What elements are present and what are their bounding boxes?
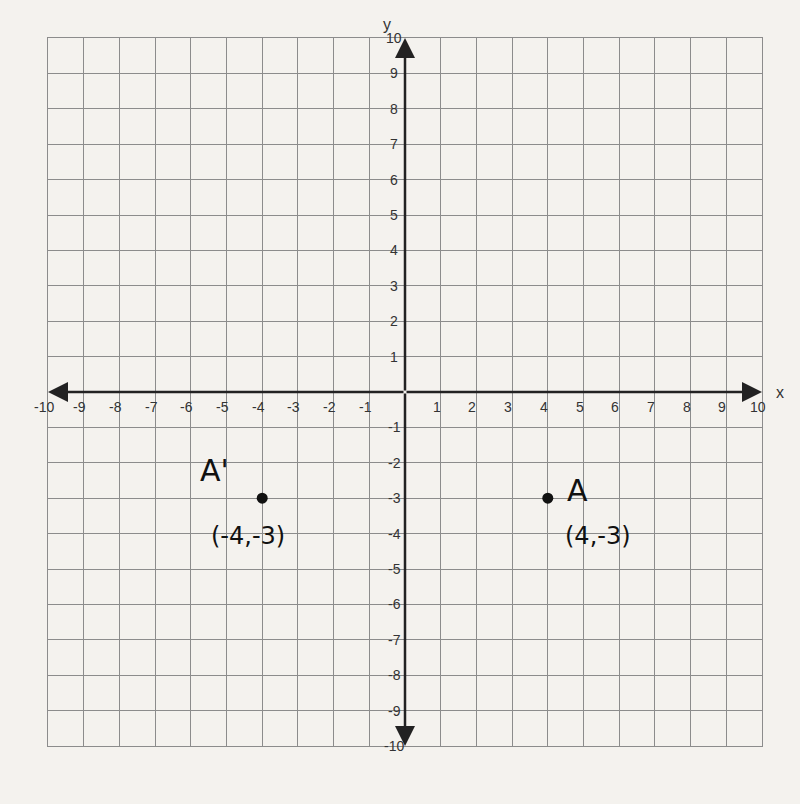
svg-text:-7: -7 xyxy=(145,399,158,415)
svg-text:7: 7 xyxy=(647,399,655,415)
svg-text:9: 9 xyxy=(390,65,398,81)
svg-text:-5: -5 xyxy=(388,561,401,577)
svg-text:4: 4 xyxy=(540,399,548,415)
svg-text:-6: -6 xyxy=(180,399,193,415)
svg-text:10: 10 xyxy=(750,399,766,415)
svg-text:y: y xyxy=(383,16,391,33)
svg-text:-9: -9 xyxy=(73,399,86,415)
svg-text:-10: -10 xyxy=(34,399,54,415)
svg-text:A': A' xyxy=(200,453,229,488)
svg-text:10: 10 xyxy=(386,30,402,46)
svg-text:6: 6 xyxy=(611,399,619,415)
svg-text:-4: -4 xyxy=(388,526,401,542)
svg-text:-10: -10 xyxy=(384,738,404,754)
svg-text:2: 2 xyxy=(390,313,398,329)
svg-text:5: 5 xyxy=(390,207,398,223)
svg-text:(4,-3): (4,-3) xyxy=(565,522,631,550)
svg-text:-2: -2 xyxy=(388,455,401,471)
svg-text:1: 1 xyxy=(390,349,398,365)
svg-text:3: 3 xyxy=(390,278,398,294)
svg-text:-9: -9 xyxy=(388,703,401,719)
svg-text:-3: -3 xyxy=(287,399,300,415)
svg-text:2: 2 xyxy=(468,399,476,415)
svg-text:-2: -2 xyxy=(323,399,336,415)
svg-text:-1: -1 xyxy=(359,399,372,415)
svg-text:7: 7 xyxy=(390,136,398,152)
svg-text:A: A xyxy=(567,473,588,508)
svg-text:1: 1 xyxy=(433,399,441,415)
svg-text:-8: -8 xyxy=(388,667,401,683)
svg-text:-5: -5 xyxy=(216,399,229,415)
svg-text:3: 3 xyxy=(504,399,512,415)
svg-text:4: 4 xyxy=(390,242,398,258)
svg-text:(-4,-3): (-4,-3) xyxy=(211,522,285,550)
svg-text:-8: -8 xyxy=(109,399,122,415)
svg-text:-3: -3 xyxy=(388,490,401,506)
svg-text:9: 9 xyxy=(718,399,726,415)
svg-text:-6: -6 xyxy=(388,596,401,612)
svg-text:-7: -7 xyxy=(388,632,401,648)
svg-text:x: x xyxy=(776,384,784,401)
svg-text:8: 8 xyxy=(683,399,691,415)
svg-text:6: 6 xyxy=(390,172,398,188)
svg-text:8: 8 xyxy=(390,101,398,117)
svg-text:-4: -4 xyxy=(252,399,265,415)
svg-text:-1: -1 xyxy=(388,419,401,435)
svg-text:5: 5 xyxy=(576,399,584,415)
